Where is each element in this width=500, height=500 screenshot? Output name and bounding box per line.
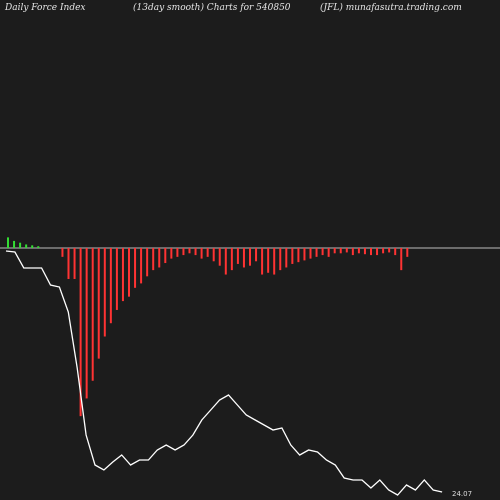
chart-header-center: (13day smooth) Charts for 540850 bbox=[133, 3, 291, 13]
force-bar bbox=[31, 245, 34, 248]
force-bar bbox=[249, 248, 251, 266]
force-bar bbox=[158, 248, 161, 268]
force-bar bbox=[37, 246, 40, 248]
force-bar bbox=[25, 244, 28, 248]
force-bar bbox=[7, 237, 9, 248]
force-bar bbox=[115, 248, 118, 310]
force-bar bbox=[382, 248, 385, 254]
force-bar bbox=[13, 240, 16, 248]
force-bar bbox=[218, 248, 221, 266]
force-bar bbox=[103, 248, 106, 337]
force-bar bbox=[109, 248, 112, 324]
force-bar bbox=[357, 248, 360, 254]
force-bar bbox=[194, 248, 197, 256]
chart-header-left: Daily Force Index bbox=[5, 3, 86, 13]
force-bar bbox=[273, 248, 276, 275]
force-bar bbox=[267, 248, 270, 273]
force-bar bbox=[79, 248, 82, 417]
force-bar bbox=[376, 248, 379, 256]
force-bar bbox=[97, 248, 100, 359]
chart-header-right: (JFL) munafasutra.trading.com bbox=[320, 3, 462, 13]
force-bar bbox=[19, 242, 22, 248]
force-bar bbox=[176, 248, 179, 257]
force-bar bbox=[321, 248, 324, 256]
force-bar bbox=[134, 248, 137, 288]
price-line-label: 24.07 bbox=[452, 490, 472, 498]
force-bar bbox=[388, 248, 391, 253]
force-bar bbox=[279, 248, 282, 271]
price-line bbox=[5, 250, 443, 496]
force-bar bbox=[188, 248, 191, 254]
force-bar bbox=[333, 248, 336, 254]
force-bar bbox=[236, 248, 239, 264]
force-bar bbox=[230, 248, 233, 271]
force-bar bbox=[91, 248, 94, 381]
force-bar bbox=[351, 248, 354, 256]
force-bar bbox=[309, 248, 312, 259]
force-bar bbox=[400, 248, 403, 271]
force-bar bbox=[212, 248, 215, 262]
force-bar bbox=[200, 248, 203, 259]
force-bar bbox=[85, 248, 88, 399]
force-bar bbox=[261, 248, 264, 275]
force-bar bbox=[152, 248, 155, 271]
force-bar bbox=[255, 248, 258, 262]
force-bar bbox=[315, 248, 318, 257]
force-bar bbox=[170, 248, 173, 259]
force-bar bbox=[61, 248, 64, 257]
force-bar bbox=[345, 248, 348, 253]
force-bar bbox=[394, 248, 397, 256]
force-bar bbox=[370, 248, 372, 256]
force-bar bbox=[67, 248, 70, 279]
force-bar bbox=[327, 248, 330, 257]
force-bar bbox=[224, 248, 227, 275]
force-bar bbox=[73, 248, 76, 279]
force-bar bbox=[303, 248, 306, 261]
force-bar bbox=[339, 248, 342, 254]
force-bar bbox=[182, 248, 185, 256]
force-bar bbox=[206, 248, 209, 257]
force-bar bbox=[128, 248, 130, 297]
force-bar bbox=[140, 248, 143, 284]
force-bar bbox=[121, 248, 124, 302]
force-bar bbox=[242, 248, 245, 268]
force-bar bbox=[406, 248, 409, 257]
force-bar bbox=[285, 248, 288, 268]
force-bar bbox=[164, 248, 167, 264]
force-bar bbox=[146, 248, 149, 277]
force-bar bbox=[291, 248, 294, 264]
force-bar bbox=[297, 248, 300, 263]
force-bar bbox=[363, 248, 366, 255]
